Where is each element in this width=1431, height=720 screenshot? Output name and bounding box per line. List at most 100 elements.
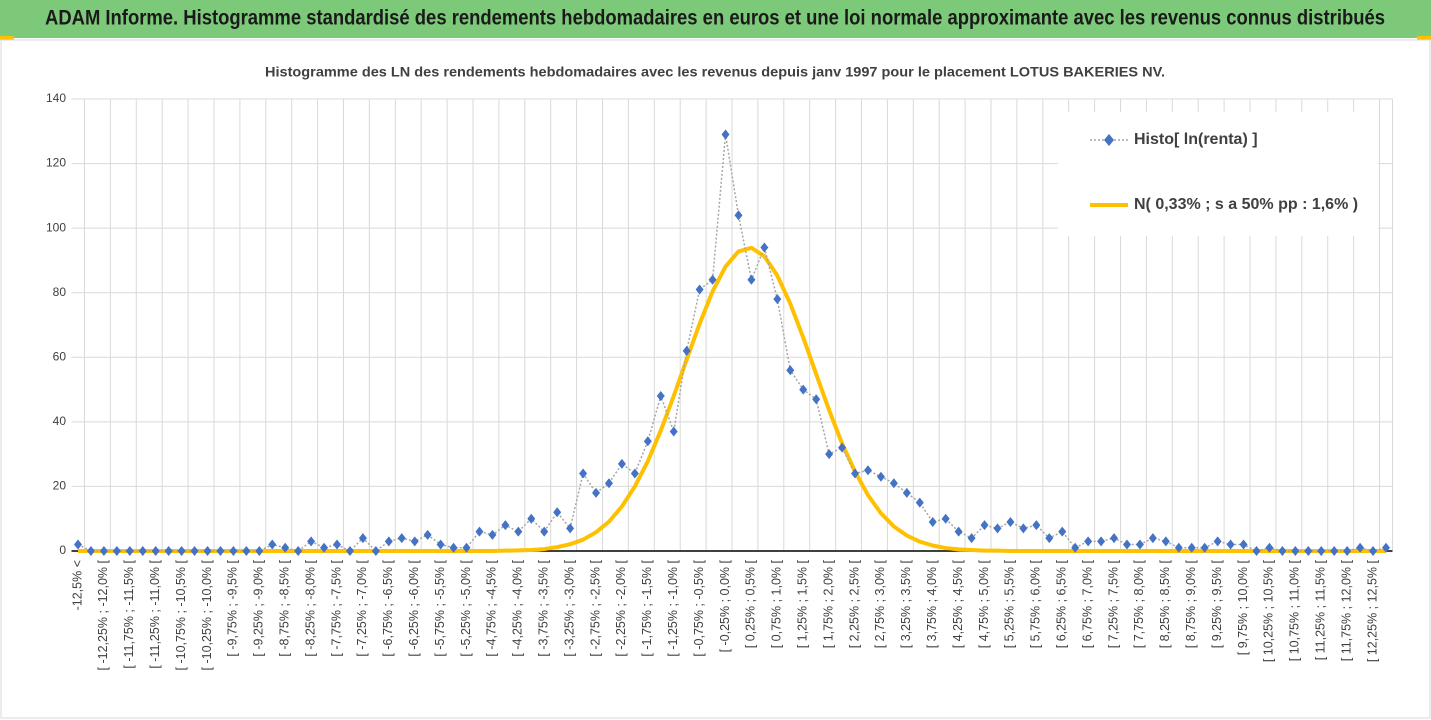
data-marker: [1252, 546, 1261, 556]
data-marker: [177, 546, 186, 556]
x-tick-label: [ -4,75% ; -4,5% [: [485, 559, 499, 656]
data-marker: [630, 468, 639, 479]
x-tick-label: [ -11,25% ; -11,0% [: [148, 559, 162, 668]
x-tick-label: [ -2,75% ; -2,5% [: [588, 559, 602, 656]
data-marker: [1045, 533, 1054, 544]
data-marker: [358, 533, 367, 544]
data-marker: [1019, 523, 1028, 534]
y-tick-label: 120: [46, 156, 66, 170]
x-tick-label: [ -1,75% ; -1,5% [: [640, 559, 654, 656]
data-marker: [695, 284, 704, 295]
data-marker: [112, 546, 121, 556]
x-tick-label: [ 4,75% ; 5,0% [: [977, 559, 991, 648]
data-marker: [579, 468, 588, 479]
x-tick-label: [ 9,25% ; 9,5% [: [1210, 559, 1224, 648]
data-marker: [1006, 516, 1015, 527]
data-marker: [1317, 546, 1326, 556]
data-marker: [643, 436, 652, 447]
data-marker: [527, 513, 536, 524]
data-marker: [669, 426, 678, 437]
y-tick-label: 100: [46, 220, 66, 234]
data-marker: [851, 468, 860, 479]
data-marker: [553, 507, 562, 518]
x-tick-label: [ 3,25% ; 3,5% [: [899, 559, 913, 648]
x-tick-label: [ 5,25% ; 5,5% [: [1003, 559, 1017, 648]
data-marker: [462, 542, 471, 553]
data-marker: [475, 526, 484, 537]
data-marker: [138, 546, 147, 556]
data-marker: [1278, 546, 1287, 556]
data-marker: [410, 536, 419, 547]
x-tick-label: [ -2,25% ; -2,0% [: [614, 559, 628, 656]
data-marker: [1369, 546, 1378, 556]
data-marker: [941, 513, 950, 524]
data-marker: [86, 546, 95, 556]
data-marker: [1097, 536, 1106, 547]
data-marker: [1330, 546, 1339, 556]
x-tick-label: [ 1,75% ; 2,0% [: [821, 559, 835, 648]
data-marker: [501, 520, 510, 531]
x-tick-label: [ -6,75% ; -6,5% [: [381, 559, 395, 656]
data-marker: [682, 345, 691, 356]
data-marker: [566, 523, 575, 534]
y-tick-label: 20: [53, 479, 67, 493]
legend-box: [1058, 112, 1378, 236]
data-marker: [1343, 546, 1352, 556]
x-tick-label: [ -3,75% ; -3,5% [: [537, 559, 551, 656]
data-marker: [1239, 539, 1248, 550]
x-tick-label: [ -3,25% ; -3,0% [: [562, 559, 576, 656]
x-tick-label: [ -6,25% ; -6,0% [: [407, 559, 421, 656]
data-marker: [1058, 526, 1067, 537]
x-tick-label: [ -7,25% ; -7,0% [: [355, 559, 369, 656]
data-marker: [799, 384, 808, 395]
data-marker: [980, 520, 989, 531]
data-marker: [1122, 539, 1131, 550]
data-marker: [1174, 542, 1183, 553]
x-tick-label: [ 2,25% ; 2,5% [: [847, 559, 861, 648]
data-marker: [1071, 542, 1080, 553]
x-tick-label: [ 9,75% ; 10,0% [: [1236, 559, 1250, 655]
x-tick-label: [ 0,25% ; 0,5% [: [744, 559, 758, 648]
data-marker: [229, 546, 238, 556]
data-marker: [747, 274, 756, 285]
x-tick-label: [ 10,75% ; 11,0% [: [1288, 559, 1302, 661]
data-marker: [74, 539, 82, 550]
data-marker: [1148, 533, 1157, 544]
y-tick-label: 140: [46, 91, 66, 105]
data-marker: [592, 487, 601, 498]
data-marker: [993, 523, 1002, 534]
legend-label: Histo[ ln(renta) ]: [1134, 131, 1258, 148]
x-tick-label: [ 11,25% ; 11,5% [: [1314, 559, 1328, 660]
data-marker: [902, 487, 911, 498]
data-marker: [1213, 536, 1222, 547]
x-tick-label: [ -4,25% ; -4,0% [: [511, 559, 525, 656]
x-tick-label: [ 7,75% ; 8,0% [: [1132, 559, 1146, 648]
data-marker: [786, 365, 795, 376]
data-marker: [838, 442, 847, 453]
x-tick-label: [ 8,25% ; 8,5% [: [1158, 559, 1172, 648]
y-tick-label: 60: [53, 349, 67, 363]
data-marker: [760, 242, 769, 253]
x-tick-label: [ 2,75% ; 3,0% [: [873, 559, 887, 648]
y-tick-label: 40: [53, 414, 67, 428]
data-marker: [423, 529, 432, 540]
corner-accent: [0, 36, 14, 40]
data-marker: [320, 542, 329, 553]
data-marker: [333, 539, 342, 550]
data-marker: [1291, 546, 1300, 556]
data-marker: [242, 546, 251, 556]
data-marker: [734, 210, 743, 221]
data-marker: [190, 546, 199, 556]
data-marker: [1135, 539, 1144, 550]
data-marker: [99, 546, 108, 556]
chart-title: Histogramme des LN des rendements hebdom…: [265, 64, 1165, 80]
data-marker: [384, 536, 393, 547]
data-marker: [164, 546, 173, 556]
data-marker: [268, 539, 277, 550]
data-marker: [514, 526, 523, 537]
x-tick-label: [ -9,25% ; -9,0% [: [252, 559, 266, 656]
data-marker: [825, 449, 834, 460]
data-marker: [812, 394, 821, 405]
x-tick-label: [ -0,25% ; 0,0% [: [718, 559, 732, 652]
